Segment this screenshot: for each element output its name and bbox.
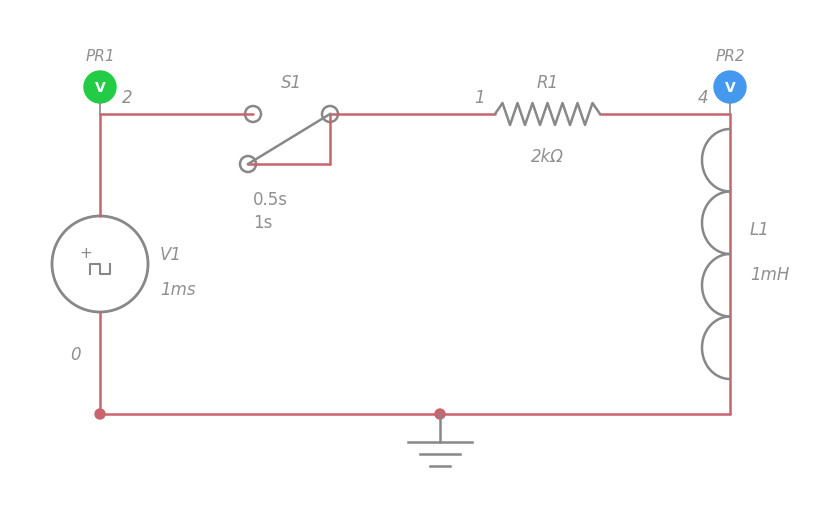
Text: V1: V1 — [160, 245, 182, 264]
Text: L1: L1 — [750, 220, 770, 239]
Circle shape — [714, 72, 746, 104]
Text: V: V — [94, 81, 105, 95]
Circle shape — [84, 72, 116, 104]
Text: S1: S1 — [281, 74, 302, 92]
Text: 4: 4 — [698, 89, 708, 107]
Text: V: V — [724, 81, 735, 95]
Circle shape — [95, 409, 105, 419]
Text: R1: R1 — [536, 74, 558, 92]
Circle shape — [435, 409, 445, 419]
Text: +: + — [80, 245, 92, 260]
Text: 1: 1 — [475, 89, 485, 107]
Text: PR2: PR2 — [716, 49, 745, 64]
Text: PR1: PR1 — [85, 49, 115, 64]
Text: 1mH: 1mH — [750, 266, 790, 284]
Text: 0.5s: 0.5s — [253, 191, 288, 209]
Text: 1ms: 1ms — [160, 280, 195, 298]
Text: 1s: 1s — [253, 214, 273, 232]
Text: 0: 0 — [70, 345, 81, 363]
Text: 2: 2 — [122, 89, 133, 107]
Text: 2kΩ: 2kΩ — [531, 148, 564, 165]
